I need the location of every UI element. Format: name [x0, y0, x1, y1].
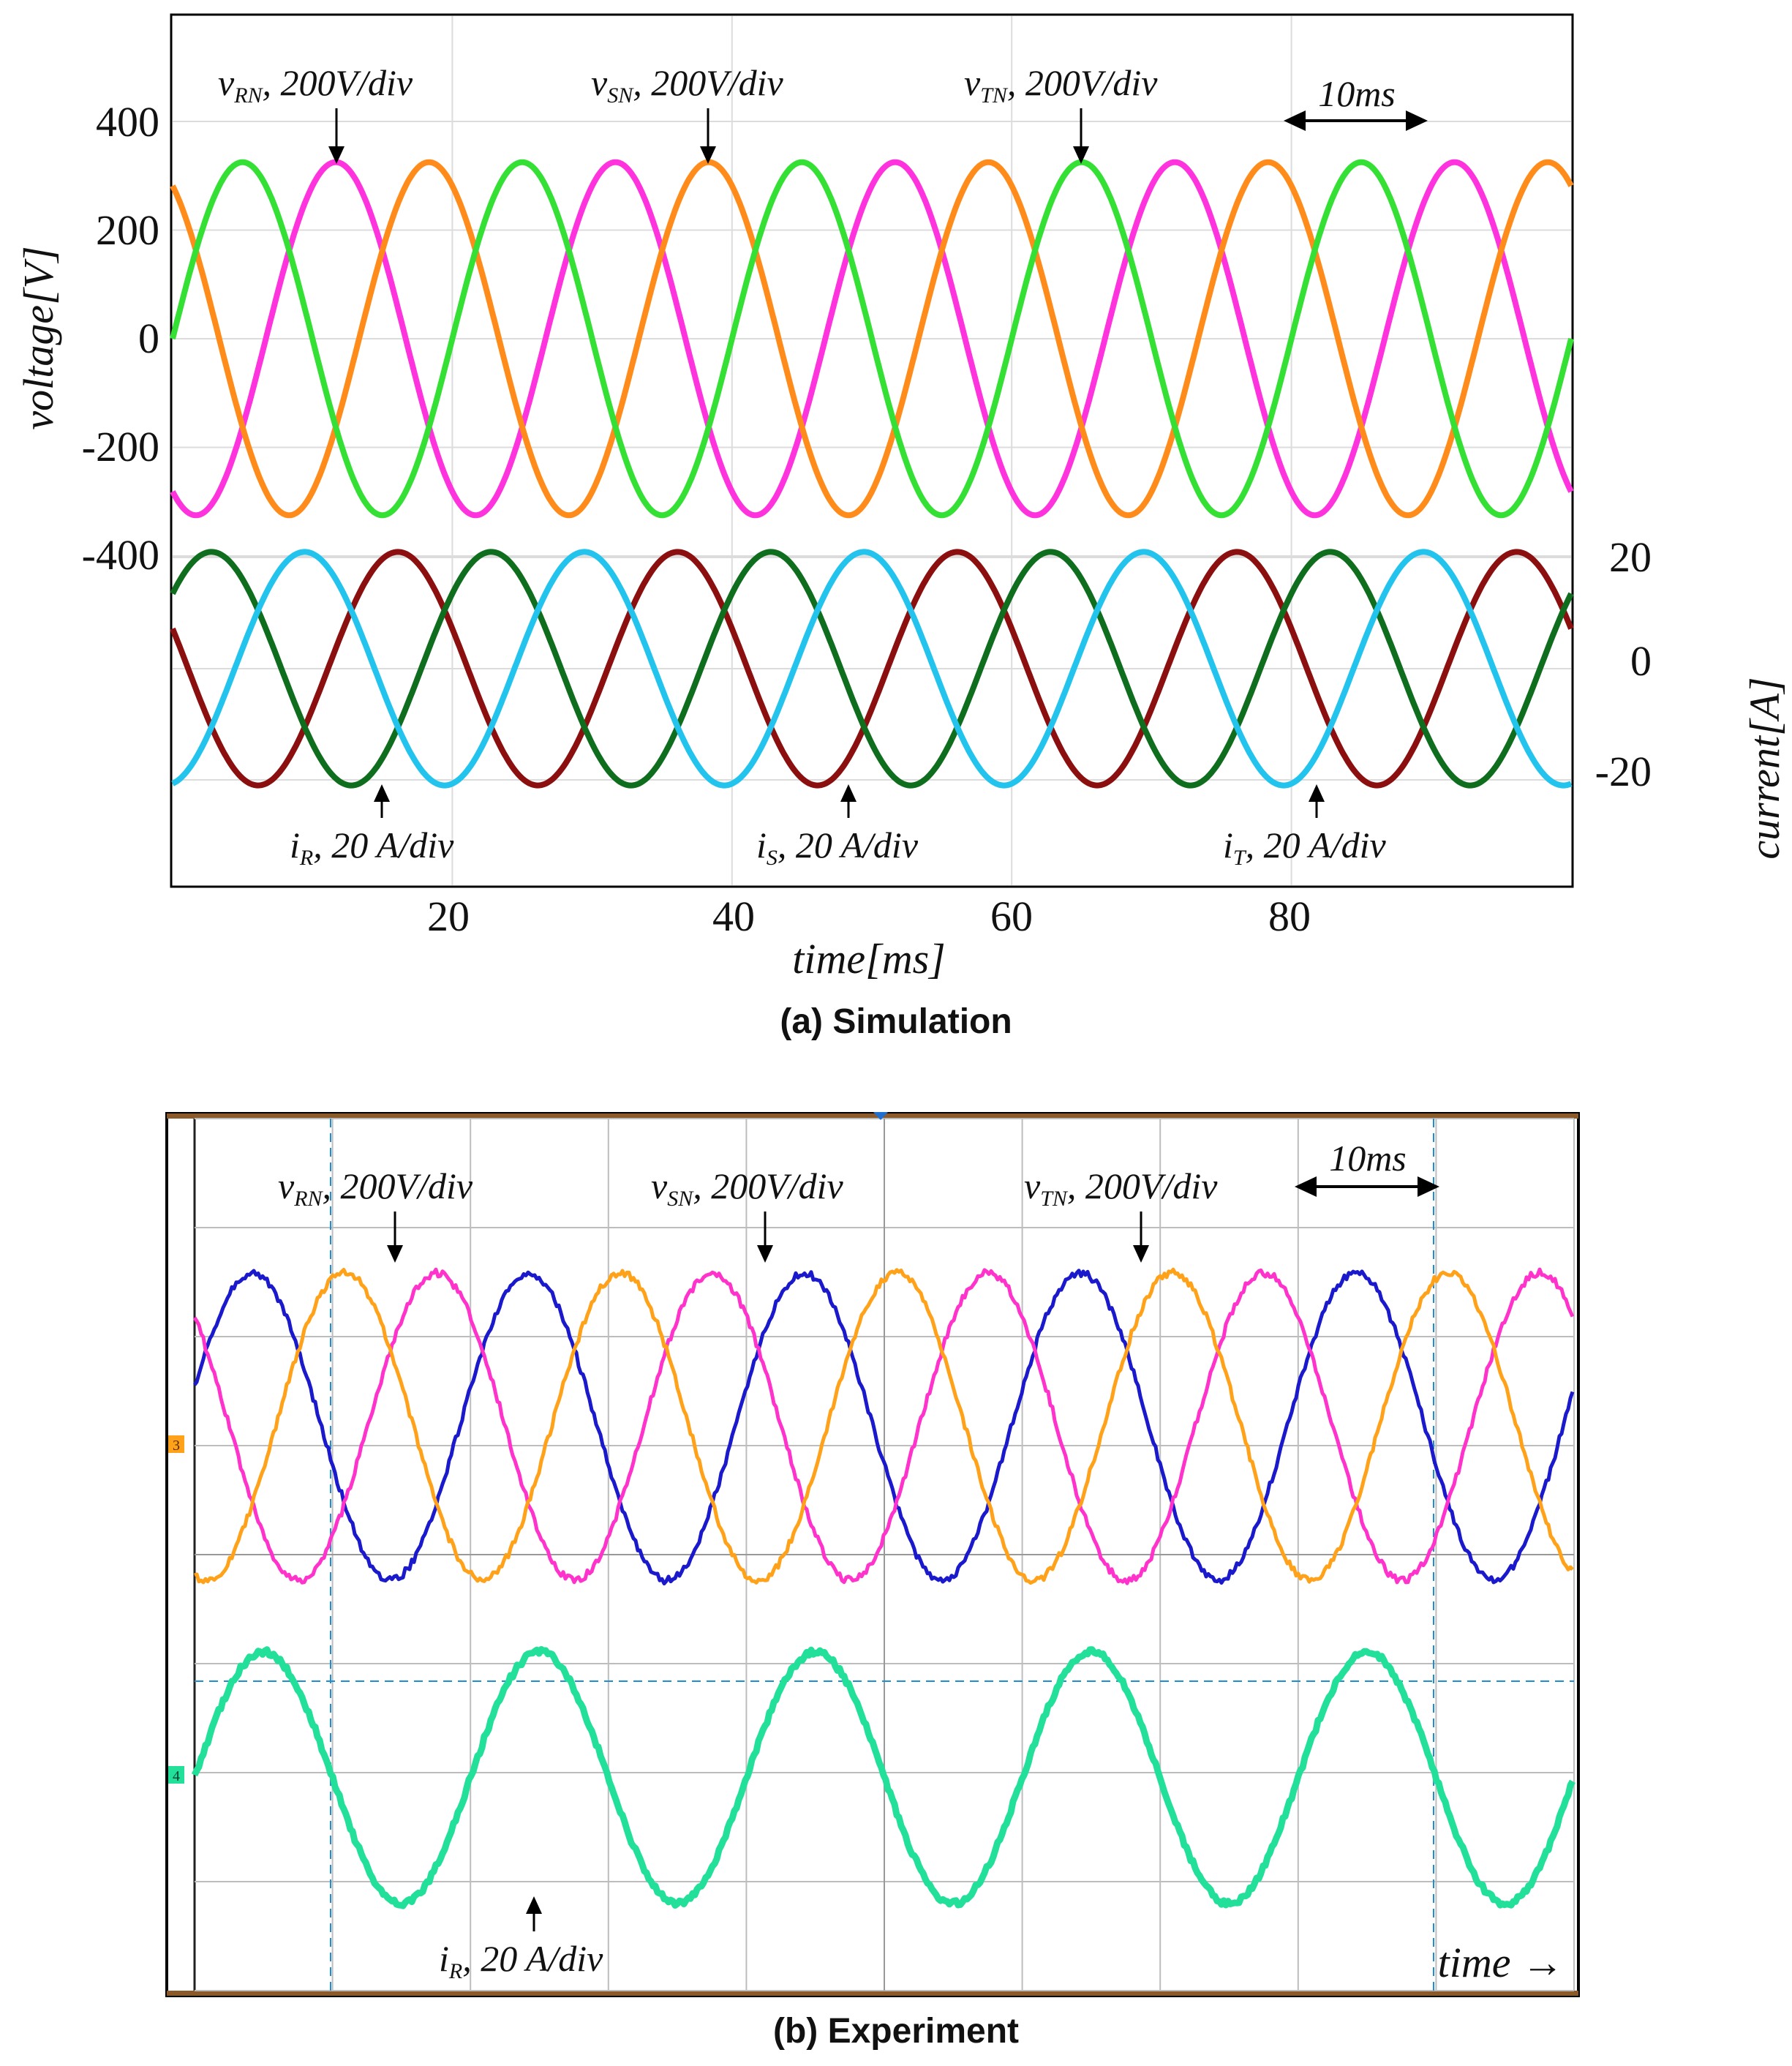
scope-bottom-strip	[167, 1991, 1578, 1996]
experiment-curves	[191, 1267, 1575, 1909]
label-vTN: vTN, 200V/div	[964, 62, 1158, 164]
caption-simulation: (a) Simulation	[780, 1002, 1012, 1041]
time-tick-labels: 20 40 60 80	[427, 893, 1311, 940]
exp-label-vRN: vRN, 200V/div	[278, 1165, 473, 1263]
label-vRN: vRN, 200V/div	[218, 62, 413, 164]
sim-series-1	[170, 159, 1574, 519]
v-tick-neg400: -400	[82, 531, 159, 579]
svg-text:vTN, 200V/div: vTN, 200V/div	[964, 62, 1158, 108]
i-tick-0: 0	[1630, 637, 1652, 685]
i-tick-neg20: -20	[1595, 748, 1652, 795]
label-vSN: vSN, 200V/div	[591, 62, 784, 164]
svg-text:iT, 20 A/div: iT, 20 A/div	[1223, 824, 1387, 870]
x-tick-40: 40	[712, 893, 755, 940]
experiment-panel: 3 4 10ms vRN, 200V/div vSN, 200V/div vTN…	[165, 1112, 1580, 2051]
exp-series-0	[193, 1269, 1575, 1586]
channel-4-marker: 4	[168, 1766, 184, 1784]
svg-text:vRN, 200V/div: vRN, 200V/div	[218, 62, 413, 108]
scope-grid	[193, 1118, 1575, 1991]
exp-label-vTN: vTN, 200V/div	[1024, 1165, 1218, 1263]
svg-text:vSN, 200V/div: vSN, 200V/div	[651, 1165, 844, 1211]
simulation-scale-bar: 10ms	[1284, 73, 1428, 131]
sim-series-5	[170, 549, 1573, 789]
label-iR: iR, 20 A/div	[290, 784, 454, 870]
experiment-time-label: time →	[1438, 1939, 1564, 1986]
svg-text:iS, 20 A/div: iS, 20 A/div	[756, 824, 919, 870]
v-tick-400: 400	[96, 98, 159, 146]
v-tick-neg200: -200	[82, 423, 159, 470]
exp-label-vSN: vSN, 200V/div	[651, 1165, 844, 1263]
simulation-curves	[170, 159, 1574, 789]
x-tick-20: 20	[427, 893, 470, 940]
x-axis-label: time[ms]	[792, 935, 945, 983]
caption-experiment: (b) Experiment	[773, 2012, 1019, 2051]
channel-3-marker: 3	[168, 1435, 184, 1454]
v-tick-0: 0	[138, 315, 159, 362]
experiment-scale-text: 10ms	[1329, 1138, 1407, 1179]
voltage-tick-labels: 400 200 0 -200 -400	[82, 98, 159, 579]
simulation-scale-text: 10ms	[1318, 73, 1396, 114]
svg-text:vTN, 200V/div: vTN, 200V/div	[1024, 1165, 1218, 1211]
label-iS: iS, 20 A/div	[756, 784, 919, 870]
i-tick-20: 20	[1609, 533, 1652, 581]
svg-text:iR, 20 A/div: iR, 20 A/div	[290, 824, 454, 870]
experiment-scale-bar: 10ms	[1295, 1138, 1439, 1197]
x-tick-60: 60	[990, 893, 1033, 940]
svg-text:iR, 20 A/div: iR, 20 A/div	[439, 1938, 603, 1983]
simulation-panel: 400 200 0 -200 -400 20 0 -20 20 40 60 80…	[15, 13, 1788, 1041]
trigger-position-marker	[873, 1112, 888, 1120]
exp-label-iR: iR, 20 A/div	[439, 1896, 603, 1983]
v-tick-200: 200	[96, 206, 159, 254]
svg-text:3: 3	[173, 1438, 180, 1454]
svg-text:vSN, 200V/div: vSN, 200V/div	[591, 62, 784, 108]
exp-series-1	[192, 1267, 1575, 1585]
svg-text:vRN, 200V/div: vRN, 200V/div	[278, 1165, 473, 1211]
sim-series-0	[170, 159, 1574, 519]
sim-series-3	[170, 549, 1574, 789]
voltage-axis-label: voltage[V]	[15, 246, 62, 429]
label-iT: iT, 20 A/div	[1223, 784, 1387, 870]
exp-series-3	[191, 1646, 1575, 1909]
svg-text:4: 4	[173, 1768, 180, 1784]
sim-series-2	[170, 159, 1574, 519]
sim-series-4	[170, 549, 1574, 789]
exp-series-2	[194, 1267, 1574, 1585]
current-axis-label: current[A]	[1741, 677, 1788, 859]
x-tick-80: 80	[1268, 893, 1311, 940]
current-tick-labels: 20 0 -20	[1595, 533, 1652, 795]
scope-top-strip	[167, 1113, 1578, 1119]
